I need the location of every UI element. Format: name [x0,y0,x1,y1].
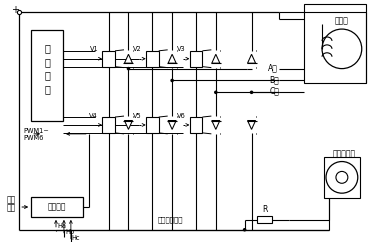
Polygon shape [212,121,220,130]
Text: 信号: 信号 [7,203,16,212]
Circle shape [243,228,246,232]
Polygon shape [168,54,176,63]
Bar [102,117,115,133]
Circle shape [250,91,253,94]
Polygon shape [125,121,133,130]
Text: V1: V1 [89,46,98,52]
Text: R: R [262,206,267,215]
Polygon shape [248,121,256,130]
Text: A相: A相 [267,63,277,72]
Text: V6: V6 [177,113,186,119]
Bar [146,51,159,67]
Bar [324,156,360,198]
Text: Ha: Ha [57,223,66,229]
Polygon shape [212,54,220,63]
Text: 电流检测信号: 电流检测信号 [157,217,183,223]
Text: V5: V5 [133,113,142,119]
Text: V2: V2 [133,46,142,52]
Text: 控制: 控制 [7,196,16,205]
Text: 路: 路 [44,84,50,94]
Bar [189,51,202,67]
Text: PWM6: PWM6 [23,135,44,141]
Bar [189,117,202,133]
Circle shape [170,79,174,82]
Text: 电: 电 [44,70,50,80]
Polygon shape [168,121,176,130]
Bar [304,4,366,83]
Bar [257,217,272,223]
Circle shape [127,67,130,70]
Text: 换向控制: 换向控制 [48,202,66,211]
Bar [31,30,63,121]
Polygon shape [248,54,256,63]
Text: C相: C相 [269,87,279,96]
Text: 霍尔传感器: 霍尔传感器 [332,149,355,158]
Text: Hb: Hb [65,229,74,235]
Text: 驱: 驱 [44,43,50,53]
Text: Hc: Hc [72,235,80,241]
Circle shape [214,91,218,94]
Bar [146,117,159,133]
Polygon shape [125,54,133,63]
Text: 电动机: 电动机 [335,17,349,26]
Text: B相: B相 [269,75,279,84]
Text: V3: V3 [177,46,186,52]
Text: +: + [11,5,19,15]
Text: PWM1~: PWM1~ [23,128,49,134]
Text: V4: V4 [89,113,98,119]
Bar [102,51,115,67]
Text: 动: 动 [44,57,50,67]
Bar [31,197,83,217]
